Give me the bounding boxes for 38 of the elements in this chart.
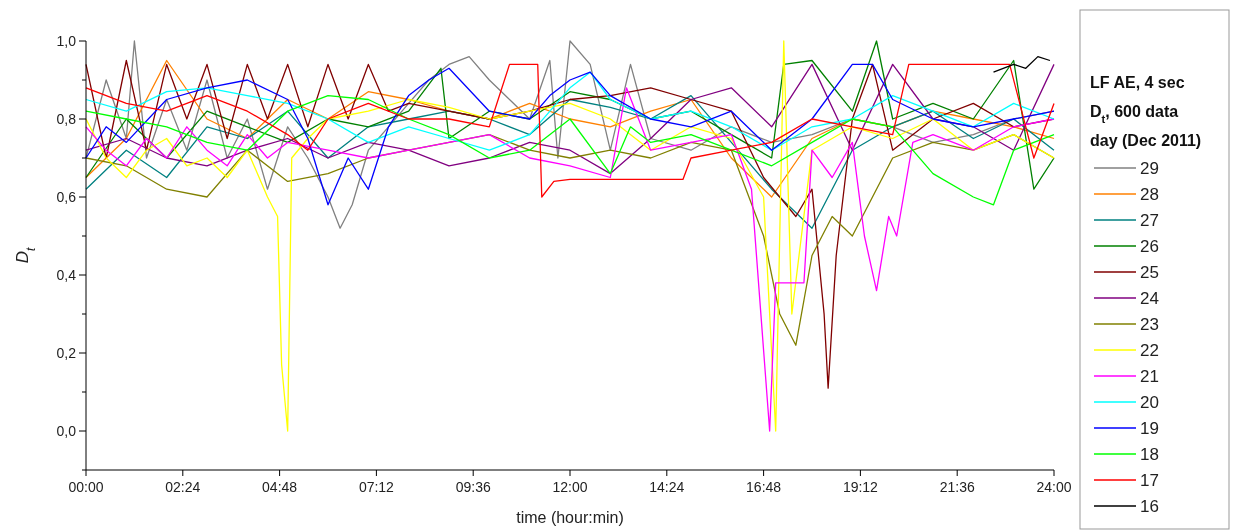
x-axis-title: time (hour:min) <box>516 509 624 526</box>
legend-label: 22 <box>1140 340 1159 360</box>
line-series <box>85 71 1055 151</box>
x-tick-label: 00:00 <box>68 479 104 495</box>
x-tick-label: 14:24 <box>649 479 685 495</box>
legend-label: 29 <box>1140 158 1159 178</box>
legend-label: 24 <box>1140 288 1159 308</box>
y-tick-label: 0,6 <box>56 188 77 205</box>
line-series <box>85 94 1055 206</box>
x-tick-label: 19:12 <box>842 479 879 495</box>
legend-label: 18 <box>1140 444 1159 464</box>
x-tick-label: 02:24 <box>165 479 201 495</box>
x-tick-label: 21:36 <box>939 479 975 495</box>
legend-label: 25 <box>1140 262 1159 282</box>
legend-label: 19 <box>1140 418 1159 438</box>
x-tick-label: 16:48 <box>746 479 782 495</box>
x-tick-label: 09:36 <box>455 479 491 495</box>
line-series <box>992 55 1051 73</box>
legend-label: 17 <box>1140 470 1159 490</box>
y-tick-label: 0,4 <box>56 266 77 283</box>
y-tick-label: 0,2 <box>56 344 77 361</box>
y-tick-label: 0,0 <box>56 422 77 439</box>
x-tick-label: 07:12 <box>358 479 395 495</box>
y-tick-label: 1,0 <box>56 32 77 49</box>
legend-label: 21 <box>1140 366 1159 386</box>
x-tick-label: 24:00 <box>1036 479 1072 495</box>
x-tick-label: 04:48 <box>262 479 298 495</box>
x-tick-label: 12:00 <box>552 479 588 495</box>
legend-label: 26 <box>1140 236 1159 256</box>
line-series <box>85 63 1055 175</box>
line-series <box>85 94 1055 229</box>
legend-label: 20 <box>1140 392 1159 412</box>
legend-label: 27 <box>1140 210 1159 230</box>
legend-label: 28 <box>1140 184 1159 204</box>
legend-label: 23 <box>1140 314 1159 334</box>
legend-title: LF AE, 4 sec D$_{t}$, 600 data day (Dec 2011) <box>1090 74 1202 149</box>
legend-label: 16 <box>1140 496 1159 516</box>
y-tick-label: 0,8 <box>56 110 77 127</box>
